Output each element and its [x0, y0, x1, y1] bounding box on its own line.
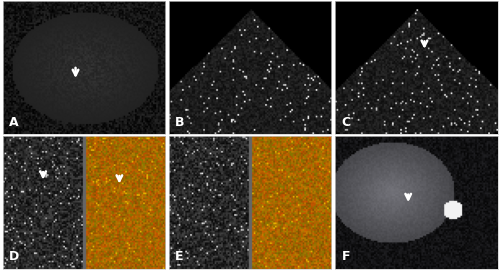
Text: D: D	[9, 250, 19, 263]
Text: E: E	[176, 250, 184, 263]
Text: F: F	[342, 250, 350, 263]
Text: A: A	[9, 116, 18, 129]
Text: B: B	[176, 116, 185, 129]
Text: C: C	[342, 116, 351, 129]
